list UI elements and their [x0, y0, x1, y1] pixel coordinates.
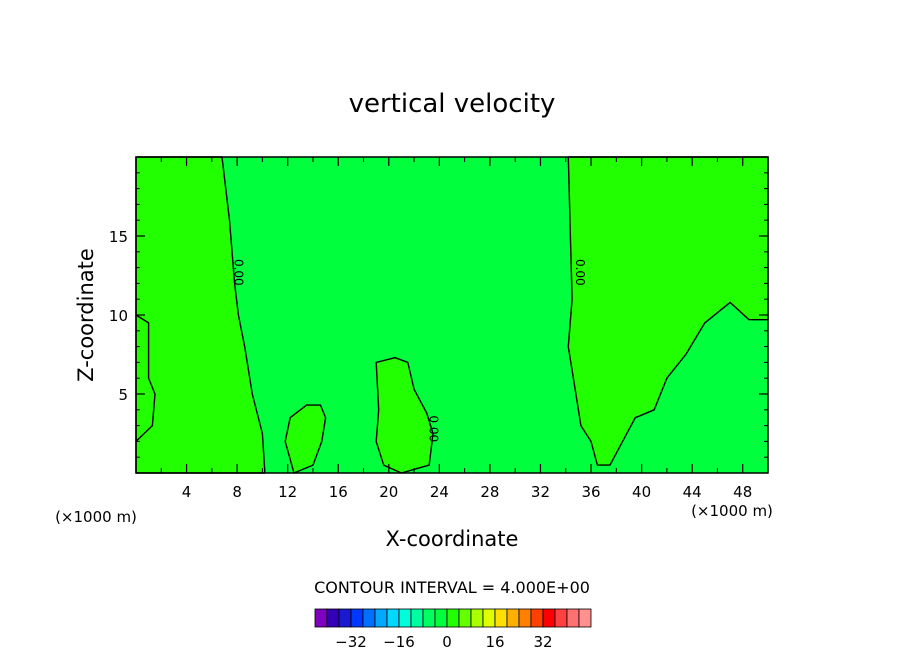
x-unit-label-left: (×1000 m) — [55, 508, 137, 526]
colorbar-swatch — [422, 608, 436, 628]
colorbar-swatch — [398, 608, 412, 628]
y-tick-label: 15 — [109, 228, 128, 246]
colorbar-swatch — [350, 608, 364, 628]
colorbar-tick-label: 0 — [442, 633, 452, 651]
x-tick-label: 28 — [480, 483, 499, 501]
colorbar-swatch — [410, 608, 424, 628]
x-axis-label: X-coordinate — [386, 527, 519, 551]
colorbar-swatch — [482, 608, 496, 628]
x-tick-label: 44 — [683, 483, 702, 501]
x-tick-label: 32 — [531, 483, 550, 501]
colorbar-swatch — [542, 608, 556, 628]
contour-region-positive-4 — [284, 404, 327, 474]
colorbar — [314, 608, 592, 628]
colorbar-swatch — [566, 608, 580, 628]
x-tick-label: 20 — [379, 483, 398, 501]
x-unit-label-right: (×1000 m) — [691, 502, 773, 520]
colorbar-tick-label: 32 — [533, 633, 552, 651]
colorbar-swatch — [434, 608, 448, 628]
y-axis-label: Z-coordinate — [74, 248, 98, 382]
x-tick-label: 24 — [430, 483, 449, 501]
x-tick-label: 8 — [232, 483, 242, 501]
colorbar-swatch — [374, 608, 388, 628]
plot-area: 0.00 0.00 0.00 — [135, 156, 769, 474]
colorbar-swatch — [446, 608, 460, 628]
colorbar-swatch — [470, 608, 484, 628]
contour-labels: 0.00 0.00 0.00 — [232, 259, 587, 442]
contour-label-2: 0.00 — [573, 259, 587, 286]
x-tick-label: 12 — [278, 483, 297, 501]
chart-title: vertical velocity — [349, 89, 556, 119]
contour-regions — [135, 156, 769, 474]
colorbar-swatch — [338, 608, 352, 628]
colorbar-swatch — [530, 608, 544, 628]
x-tick-label: 48 — [733, 483, 752, 501]
contour-region-positive-3 — [375, 357, 434, 474]
colorbar-swatch — [386, 608, 400, 628]
colorbar-swatch — [458, 608, 472, 628]
x-axis: 4 8 12 16 20 24 28 32 36 40 44 48 — [160, 157, 752, 501]
colorbar-tick-label: −32 — [335, 633, 367, 651]
colorbar-swatch — [494, 608, 508, 628]
colorbar-labels: −32 −16 0 16 32 — [335, 633, 552, 651]
x-tick-label: 16 — [329, 483, 348, 501]
colorbar-swatch — [362, 608, 376, 628]
colorbar-swatch — [314, 608, 328, 628]
colorbar-swatch — [506, 608, 520, 628]
colorbar-tick-label: 16 — [485, 633, 504, 651]
contour-region-positive-2 — [567, 156, 769, 466]
contour-interval-caption: CONTOUR INTERVAL = 4.000E+00 — [314, 578, 590, 597]
x-tick-label: 4 — [182, 483, 192, 501]
y-tick-label: 5 — [118, 386, 128, 404]
colorbar-swatch — [578, 608, 592, 628]
y-axis: 5 10 15 — [109, 172, 768, 458]
colorbar-tick-label: −16 — [383, 633, 415, 651]
x-tick-label: 36 — [581, 483, 600, 501]
colorbar-swatch — [554, 608, 568, 628]
colorbar-swatch — [518, 608, 532, 628]
x-tick-label: 40 — [632, 483, 651, 501]
contour-label-1: 0.00 — [232, 259, 246, 286]
contour-label-3: 0.00 — [426, 415, 440, 442]
colorbar-swatch — [326, 608, 340, 628]
y-tick-label: 10 — [109, 307, 128, 325]
